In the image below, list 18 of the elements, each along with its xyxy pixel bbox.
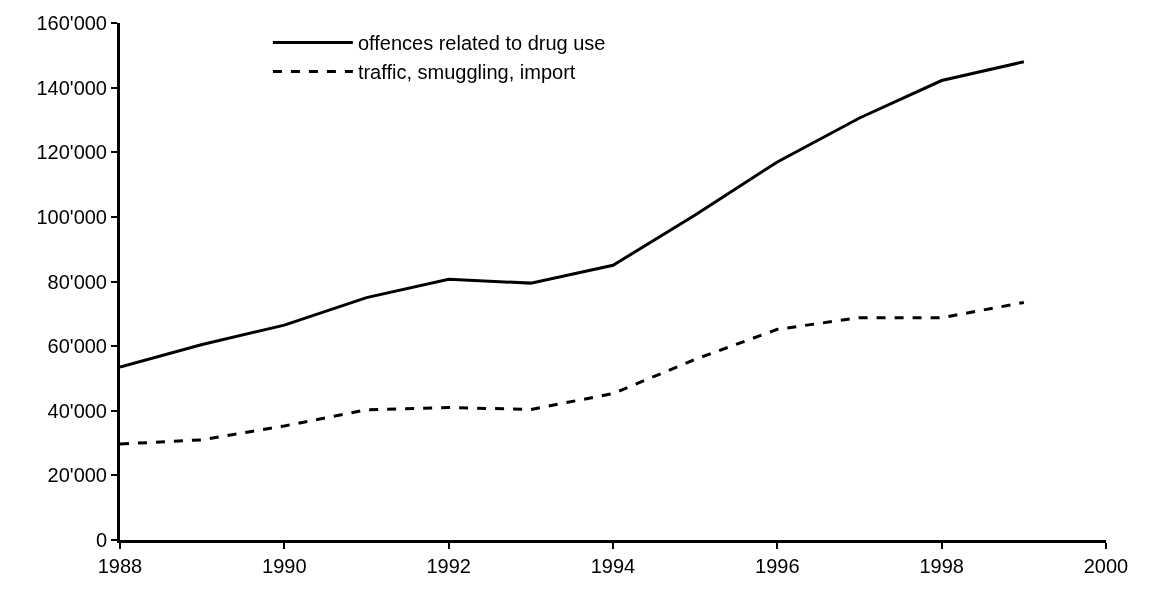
x-tick-label: 1998	[919, 555, 964, 577]
y-tick-label: 60'000	[47, 335, 107, 358]
x-tick-label: 1990	[262, 555, 307, 577]
y-tick-label: 160'000	[36, 12, 107, 34]
x-tick-label: 1988	[97, 555, 143, 577]
legend-label: traffic, smuggling, import	[357, 61, 576, 84]
y-tick-label: 40'000	[47, 399, 107, 422]
legend-label: offences related to drug use	[357, 32, 606, 55]
x-tick-label: 2000	[1083, 555, 1129, 577]
y-tick-label: 120'000	[36, 141, 107, 164]
y-tick-label: 20'000	[47, 464, 107, 487]
y-tick-label: 100'000	[36, 205, 107, 228]
x-tick-label: 1994	[590, 555, 636, 577]
x-tick-label: 1992	[426, 555, 471, 577]
x-tick-label: 1996	[755, 555, 800, 577]
y-tick-label: 140'000	[36, 76, 107, 99]
y-tick-label: 80'000	[47, 270, 107, 293]
y-tick-label: 0	[95, 529, 107, 551]
